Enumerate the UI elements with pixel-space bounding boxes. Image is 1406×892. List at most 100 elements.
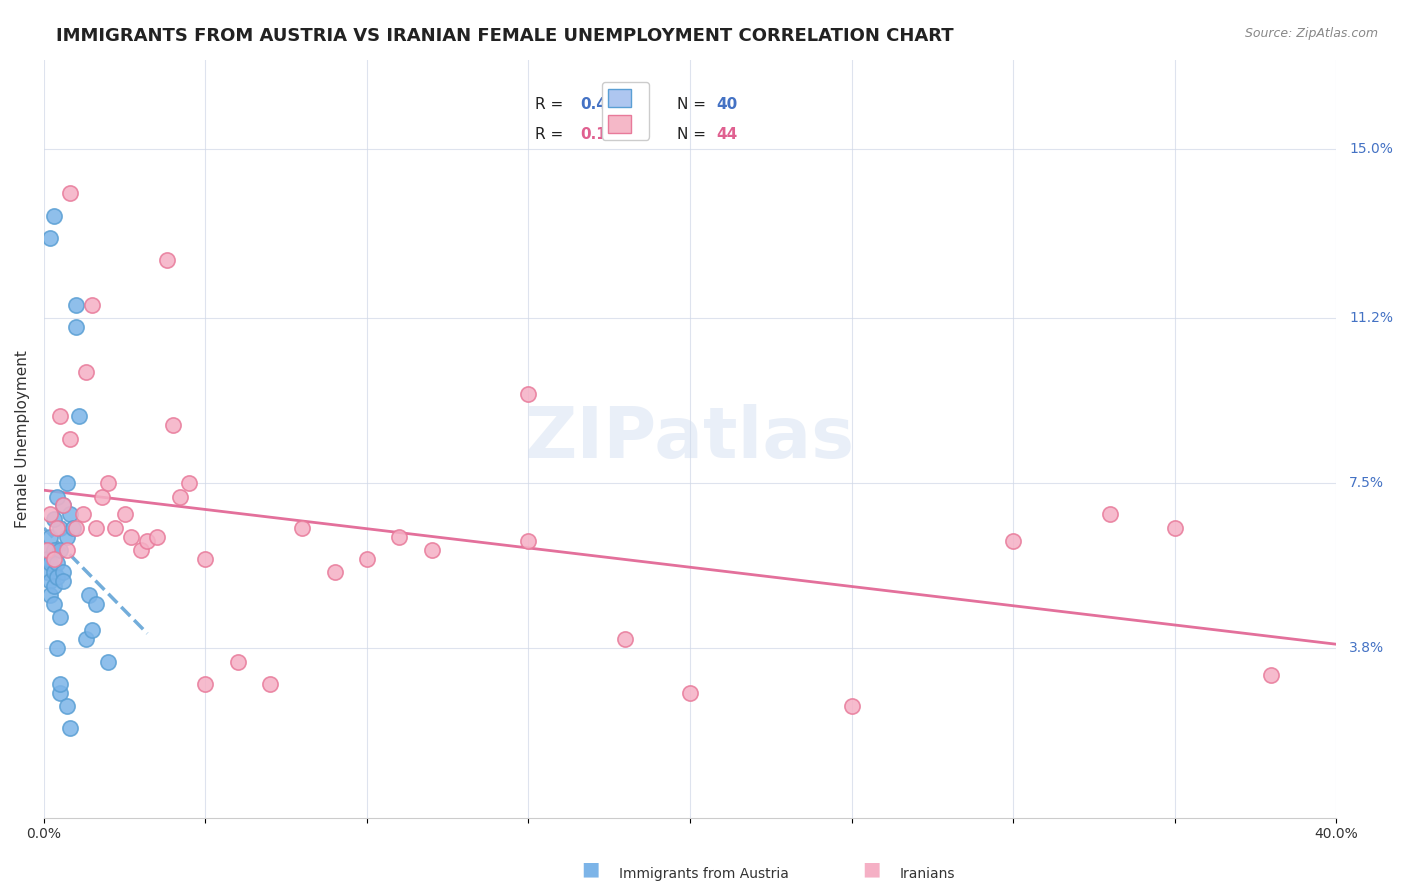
Text: 40: 40	[716, 97, 737, 112]
Point	[52, 499, 75, 513]
Point	[104, 521, 127, 535]
Point	[97, 476, 120, 491]
Point	[39, 557, 62, 571]
Point	[169, 490, 191, 504]
Point	[42, 579, 65, 593]
Point	[517, 387, 540, 401]
Point	[42, 512, 65, 526]
Point	[49, 677, 72, 691]
Point	[42, 209, 65, 223]
Point	[59, 508, 82, 522]
Point	[77, 588, 100, 602]
Text: 3.8%: 3.8%	[1348, 641, 1384, 655]
Point	[55, 699, 77, 714]
Point	[39, 574, 62, 589]
Point	[52, 499, 75, 513]
Text: R =: R =	[534, 97, 568, 112]
Point	[194, 552, 217, 566]
Point	[84, 597, 107, 611]
Point	[39, 530, 62, 544]
Text: IMMIGRANTS FROM AUSTRIA VS IRANIAN FEMALE UNEMPLOYMENT CORRELATION CHART: IMMIGRANTS FROM AUSTRIA VS IRANIAN FEMAL…	[56, 27, 953, 45]
Point	[179, 476, 201, 491]
Point	[420, 543, 443, 558]
Point	[156, 253, 179, 268]
Point	[356, 552, 378, 566]
Point	[37, 552, 59, 566]
Point	[55, 543, 77, 558]
Point	[37, 543, 59, 558]
Text: Source: ZipAtlas.com: Source: ZipAtlas.com	[1244, 27, 1378, 40]
Point	[65, 298, 87, 312]
Text: R =: R =	[534, 128, 568, 142]
Text: 44: 44	[716, 128, 737, 142]
Point	[82, 298, 104, 312]
Text: Iranians: Iranians	[900, 867, 955, 881]
Point	[39, 588, 62, 602]
Point	[49, 409, 72, 424]
Point	[49, 543, 72, 558]
Point	[97, 655, 120, 669]
Legend: , : ,	[602, 82, 650, 139]
Point	[45, 570, 67, 584]
Point	[59, 186, 82, 201]
Text: N =: N =	[678, 97, 711, 112]
Point	[136, 534, 159, 549]
Point	[194, 677, 217, 691]
Point	[259, 677, 281, 691]
Point	[75, 365, 97, 379]
Text: N =: N =	[678, 128, 711, 142]
Point	[52, 574, 75, 589]
Point	[72, 508, 94, 522]
Point	[114, 508, 136, 522]
Point	[37, 543, 59, 558]
Point	[84, 521, 107, 535]
Point	[42, 566, 65, 580]
Point	[323, 566, 346, 580]
Point	[55, 476, 77, 491]
Point	[42, 552, 65, 566]
Point	[129, 543, 152, 558]
Point	[45, 521, 67, 535]
Point	[517, 534, 540, 549]
Point	[1002, 534, 1025, 549]
Point	[39, 508, 62, 522]
Point	[45, 490, 67, 504]
Point	[388, 530, 411, 544]
Point	[49, 610, 72, 624]
Point	[65, 521, 87, 535]
Text: 15.0%: 15.0%	[1348, 142, 1393, 156]
Text: 11.2%: 11.2%	[1348, 311, 1393, 326]
Point	[120, 530, 142, 544]
Point	[1098, 508, 1121, 522]
Point	[65, 320, 87, 334]
Point	[55, 530, 77, 544]
Point	[39, 231, 62, 245]
Text: ZIPatlas: ZIPatlas	[524, 404, 855, 473]
Point	[679, 686, 702, 700]
Point	[37, 566, 59, 580]
Point	[59, 432, 82, 446]
Point	[59, 722, 82, 736]
Point	[1163, 521, 1185, 535]
Text: ■: ■	[862, 859, 882, 878]
Point	[62, 521, 84, 535]
Point	[45, 557, 67, 571]
Text: Immigrants from Austria: Immigrants from Austria	[619, 867, 789, 881]
Point	[52, 566, 75, 580]
Text: 7.5%: 7.5%	[1348, 476, 1384, 491]
Point	[49, 686, 72, 700]
Point	[67, 409, 90, 424]
Point	[45, 641, 67, 656]
Text: 0.159: 0.159	[581, 128, 628, 142]
Point	[226, 655, 249, 669]
Point	[291, 521, 314, 535]
Text: ■: ■	[581, 859, 600, 878]
Point	[162, 418, 184, 433]
Y-axis label: Female Unemployment: Female Unemployment	[15, 350, 30, 527]
Point	[1260, 668, 1282, 682]
Point	[42, 597, 65, 611]
Point	[146, 530, 169, 544]
Point	[42, 543, 65, 558]
Point	[614, 632, 637, 647]
Point	[82, 624, 104, 638]
